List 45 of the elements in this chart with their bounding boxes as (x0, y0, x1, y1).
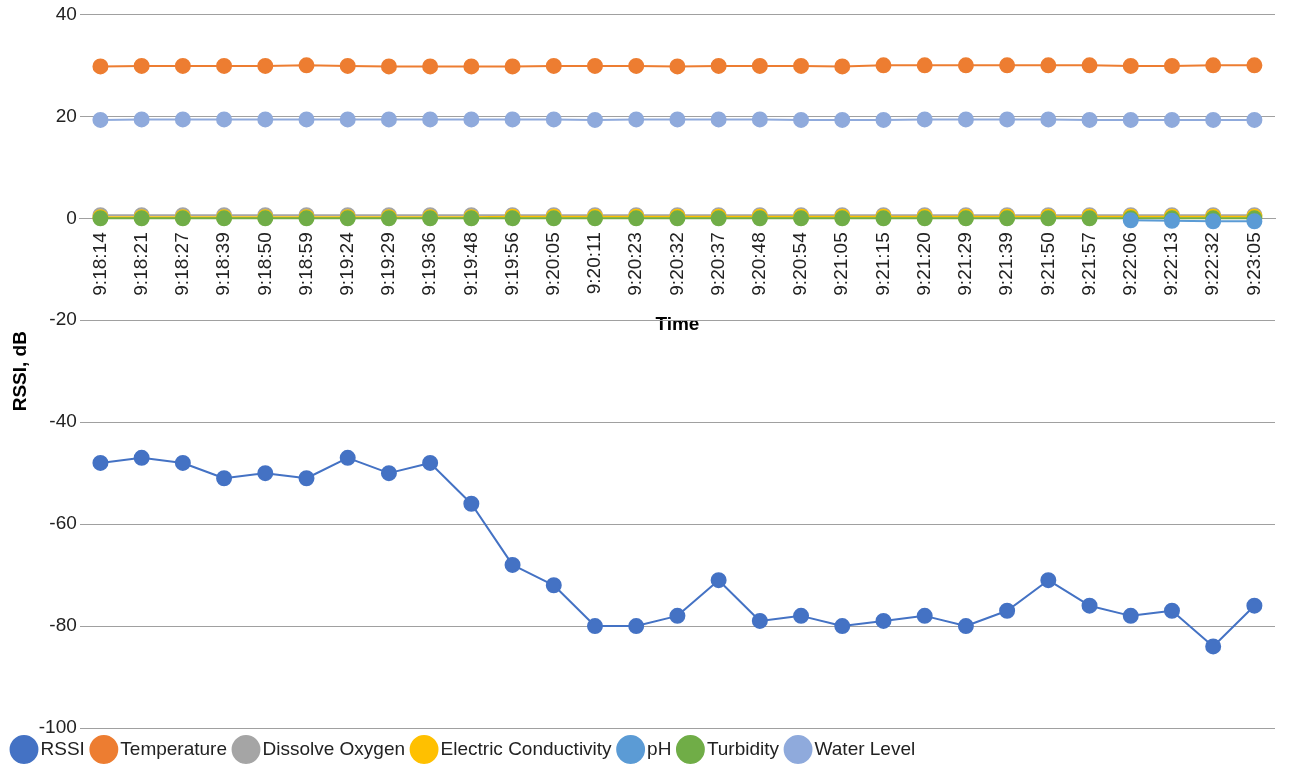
x-tick-label: 9:21:50 (1036, 232, 1058, 296)
x-tick-label: 9:20:11 (583, 232, 605, 295)
x-tick-label: 9:19:56 (500, 232, 522, 296)
y-tick-label: -100 (38, 716, 77, 738)
x-tick-label: 9:21:29 (954, 232, 976, 296)
x-tick-label: 9:21:05 (830, 232, 852, 296)
legend-label: Turbidity (706, 737, 780, 759)
y-tick-label: -40 (49, 410, 77, 432)
x-tick-label: 9:21:39 (995, 232, 1017, 296)
x-tick-label: 9:19:36 (418, 232, 440, 296)
x-tick-label: 9:22:13 (1160, 232, 1182, 296)
legend-label: Electric Conductivity (440, 737, 613, 759)
y-tick-label: 0 (66, 206, 77, 228)
x-tick-label: 9:19:29 (377, 232, 399, 296)
y-tick-label: -60 (49, 512, 77, 534)
x-tick-label: 9:19:48 (459, 232, 481, 296)
x-tick-label: 9:22:06 (1118, 232, 1140, 296)
legend-label: Dissolve Oxygen (262, 737, 406, 759)
x-tick-label: 9:20:23 (624, 232, 646, 296)
x-tick-label: 9:21:20 (912, 232, 934, 296)
legend-label: pH (647, 737, 672, 759)
x-tick-label: 9:18:21 (129, 232, 151, 296)
y-tick-label: -80 (49, 614, 77, 636)
x-tick-label: 9:22:32 (1201, 232, 1223, 296)
legend-label: Water Level (814, 737, 916, 759)
x-tick-label: 9:20:32 (665, 232, 687, 296)
x-tick-label: 9:20:37 (706, 232, 728, 296)
x-tick-label: 9:23:05 (1242, 232, 1264, 296)
legend-label: RSSI (40, 737, 85, 759)
x-tick-label: 9:21:15 (871, 232, 893, 296)
y-tick-label: 40 (55, 2, 77, 24)
y-tick-label: 20 (55, 104, 77, 126)
x-tick-label: 9:19:24 (335, 231, 357, 296)
legend-label: Temperature (120, 737, 228, 759)
y-tick-label: -20 (49, 308, 77, 330)
x-tick-label: 9:20:05 (542, 232, 564, 296)
x-tick-label: 9:18:39 (212, 232, 234, 296)
x-tick-label: 9:18:27 (171, 232, 193, 296)
x-tick-label: 9:21:57 (1077, 232, 1099, 296)
x-tick-label: 9:18:14 (88, 231, 110, 296)
x-tick-label: 9:18:50 (253, 232, 275, 296)
x-tick-label: 9:18:59 (294, 232, 316, 296)
x-tick-label: 9:20:48 (748, 232, 770, 296)
x-tick-label: 9:20:54 (789, 231, 811, 296)
y-axis-title: RSSI, dB (8, 331, 30, 412)
